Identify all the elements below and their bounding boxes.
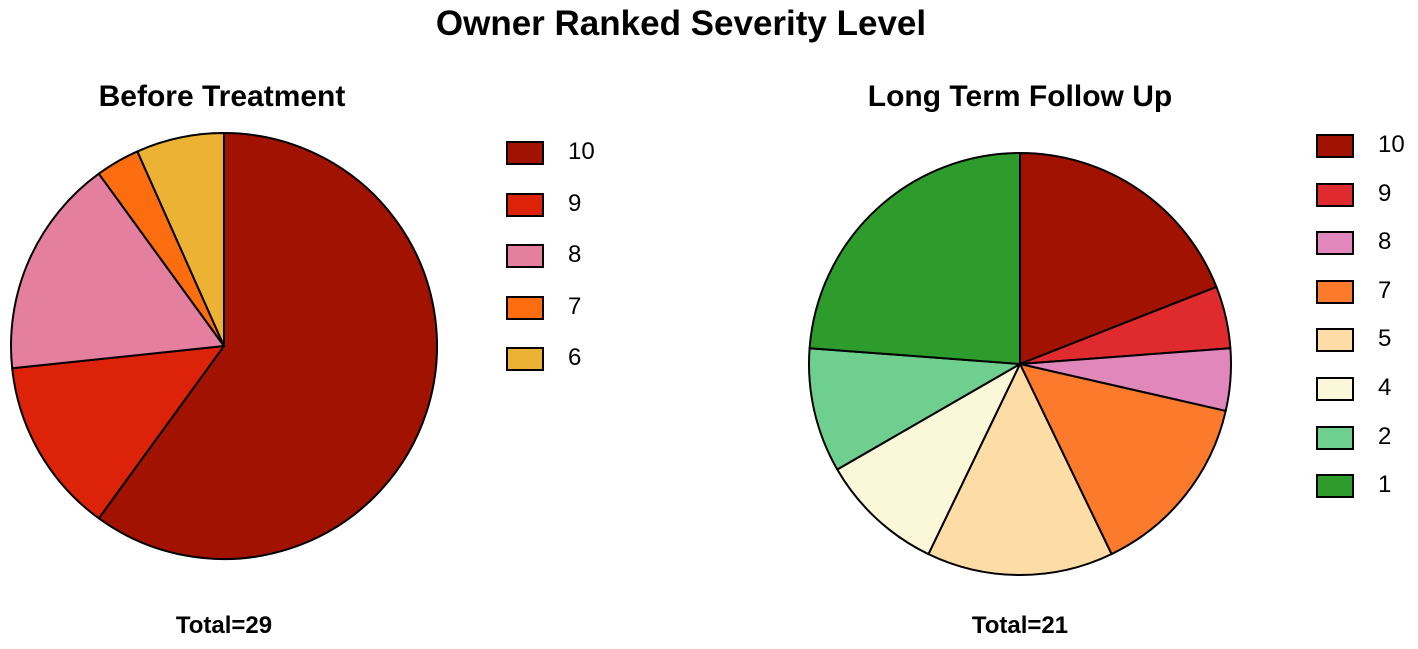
pie-slice-before-9	[11, 345, 225, 520]
legend-label: 1	[1378, 471, 1392, 499]
pie-slice-followup-2	[808, 347, 1021, 471]
legend-swatch	[1316, 182, 1354, 207]
pie-slice-followup-5	[927, 363, 1113, 576]
legend-label: 8	[568, 241, 582, 268]
legend-swatch	[506, 347, 544, 371]
legend-label: 10	[1378, 131, 1405, 158]
legend-label: 7	[568, 292, 582, 320]
pie-slice-before-10	[97, 132, 438, 560]
legend-swatch	[506, 244, 544, 268]
legend-label: 9	[568, 189, 582, 217]
pie-panel-followup: Long Term Follow Up 10 9 8 7 5 4 2 1 Total=21	[700, 0, 1418, 649]
legend-swatch	[506, 141, 544, 165]
legend-label: 5	[1378, 325, 1392, 353]
pie-title-before: Before Treatment	[98, 80, 346, 113]
pie-slice-followup-10	[1019, 152, 1218, 365]
total-label-followup: Total=21	[971, 612, 1069, 639]
total-label-before: Total=29	[175, 612, 273, 639]
legend-label: 6	[568, 344, 582, 371]
legend-label: 4	[1378, 374, 1392, 401]
pie-slice-followup-7	[1019, 363, 1227, 556]
legend-swatch	[1316, 231, 1354, 256]
pie-title-followup: Long Term Follow Up	[867, 80, 1173, 113]
legend-label: 7	[1378, 276, 1392, 304]
pie-panel-before: Before Treatment 10 9 8 7 6 Total=29	[0, 0, 700, 649]
pie-slice-before-8	[10, 172, 225, 370]
legend-swatch	[1316, 474, 1354, 499]
legend-swatch	[1316, 279, 1354, 304]
legend-swatch	[1316, 377, 1354, 401]
pie-chart-before	[10, 132, 438, 560]
legend-swatch	[1316, 425, 1354, 450]
pie-chart-followup	[808, 152, 1232, 576]
legend-swatch	[1316, 134, 1354, 158]
chart-title: Owner Ranked Severity Level	[435, 4, 927, 43]
legend-label: 9	[1378, 179, 1392, 207]
legend-swatch	[506, 295, 544, 320]
legend-label: 8	[1378, 228, 1392, 256]
legend-label: 10	[568, 138, 595, 165]
legend-label: 2	[1378, 422, 1392, 450]
pie-slice-followup-1	[808, 152, 1021, 365]
legend-swatch	[506, 192, 544, 217]
legend-swatch	[1316, 328, 1354, 353]
pie-slice-before-6	[136, 132, 225, 347]
pie-slice-followup-4	[836, 363, 1021, 556]
